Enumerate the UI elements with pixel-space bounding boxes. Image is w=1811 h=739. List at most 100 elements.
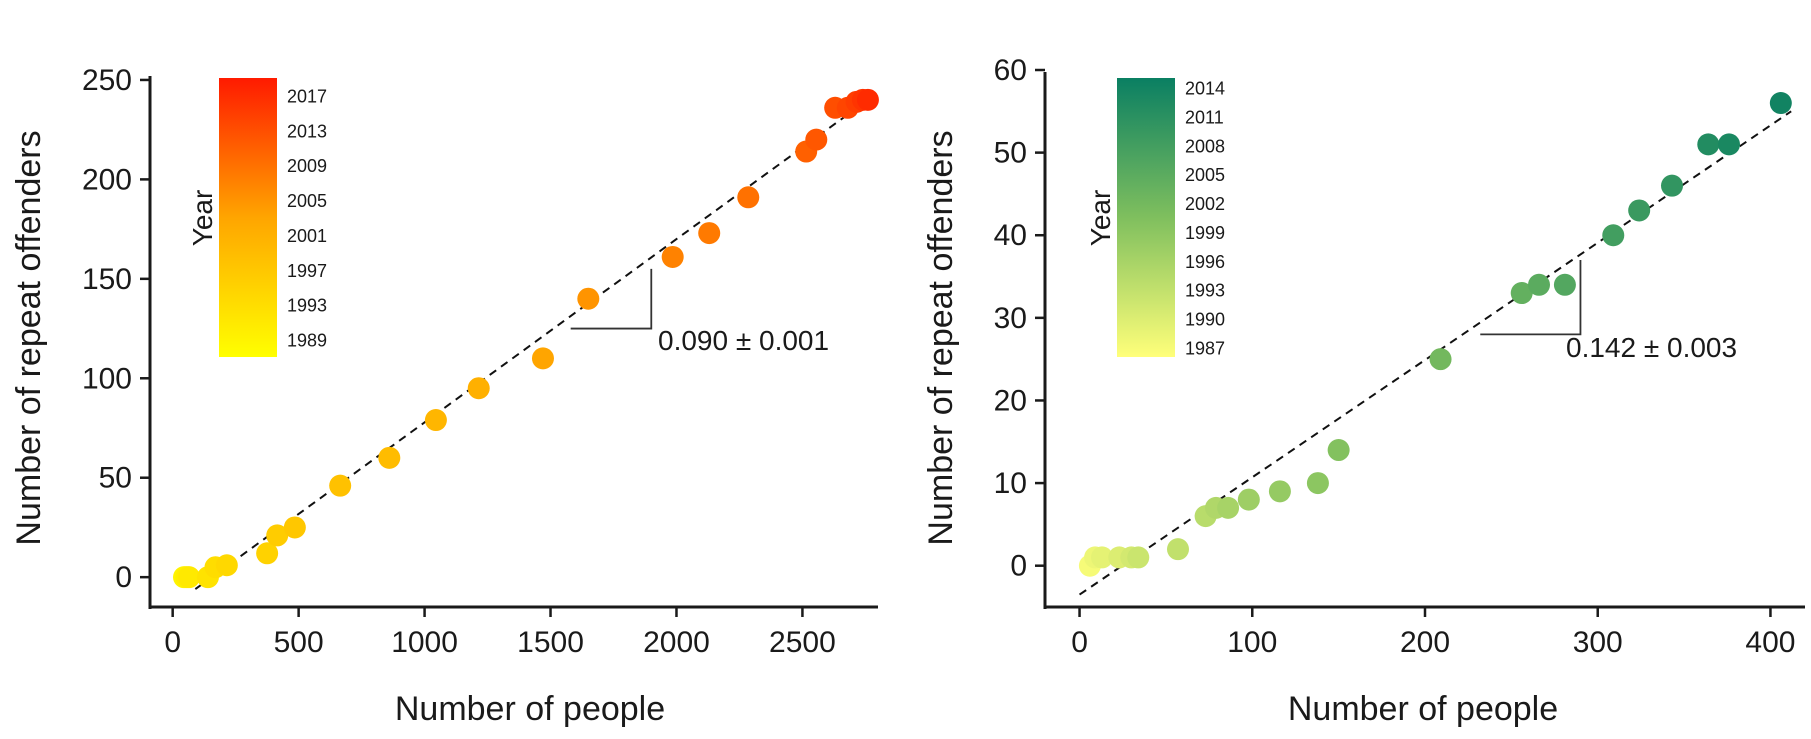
left-colorbar-tick-label: 2001 <box>287 226 327 246</box>
right-y-tick-label: 20 <box>994 384 1027 417</box>
left-x-ticks: 0 500 1000 1500 2000 2500 <box>164 607 836 659</box>
right-data-point <box>1306 472 1329 495</box>
left-data-point <box>178 566 201 589</box>
right-y-tick-label: 0 <box>1010 550 1027 583</box>
right-y-tick-label: 40 <box>994 219 1027 252</box>
left-data-point <box>283 516 306 539</box>
right-data-point <box>1127 546 1150 569</box>
left-data-point <box>378 446 401 469</box>
right-data-point <box>1237 488 1260 511</box>
left-data-point <box>256 542 279 565</box>
right-colorbar-tick-label: 1996 <box>1185 252 1225 272</box>
left-x-tick-label: 1500 <box>517 626 584 659</box>
right-data-point <box>1602 224 1625 247</box>
left-points <box>173 88 879 589</box>
left-panel: 2017 2013 2009 2005 2001 1997 1993 1989 Year 0 5… <box>10 64 879 728</box>
left-y-tick-label: 250 <box>82 64 132 97</box>
left-data-point <box>805 128 828 151</box>
left-data-point <box>661 245 684 268</box>
right-x-ticks: 0 100 200 300 400 <box>1071 607 1795 659</box>
right-y-ticks: 0 10 20 30 40 50 60 <box>994 54 1045 583</box>
right-colorbar-label: Year <box>1085 190 1116 247</box>
left-x-tick-label: 2000 <box>643 626 710 659</box>
left-colorbar-tick-label: 2005 <box>287 191 327 211</box>
right-colorbar-bar <box>1117 78 1175 357</box>
left-fit-line <box>194 99 869 590</box>
left-x-tick-label: 0 <box>164 626 181 659</box>
left-colorbar-ticks: 2017 2013 2009 2005 2001 1997 1993 1989 <box>287 86 327 350</box>
left-colorbar-tick-label: 1989 <box>287 331 327 351</box>
left-slope-marker <box>570 268 653 330</box>
left-x-tick-label: 1000 <box>391 626 458 659</box>
right-x-tick-label: 400 <box>1745 626 1795 659</box>
right-x-axis-title: Number of people <box>1288 690 1558 728</box>
right-y-tick-label: 30 <box>994 302 1027 335</box>
left-colorbar-label: Year <box>187 190 218 247</box>
left-data-point <box>737 186 760 209</box>
left-axes: 0 50 100 150 200 250 0 500 1000 1500 2000 2500 <box>82 64 878 659</box>
left-x-tick-label: 500 <box>274 626 324 659</box>
left-y-tick-label: 0 <box>115 561 132 594</box>
left-y-axis-title: Number of repeat offenders <box>10 130 48 545</box>
right-data-point <box>1217 496 1240 519</box>
right-points <box>1078 92 1792 577</box>
right-y-axis-title: Number of repeat offenders <box>922 130 960 545</box>
left-colorbar-bar <box>219 78 277 357</box>
left-colorbar-tick-label: 1993 <box>287 296 327 316</box>
right-colorbar-tick-label: 2014 <box>1185 79 1225 99</box>
right-colorbar-tick-label: 2011 <box>1185 107 1224 127</box>
right-data-point <box>1510 282 1533 305</box>
left-data-point <box>577 287 600 310</box>
right-colorbar-tick-label: 1999 <box>1185 223 1225 243</box>
left-data-point <box>424 409 447 432</box>
left-y-tick-label: 100 <box>82 362 132 395</box>
left-colorbar-tick-label: 2013 <box>287 121 327 141</box>
right-x-tick-label: 100 <box>1227 626 1277 659</box>
left-colorbar-tick-label: 2009 <box>287 156 327 176</box>
right-slope-annotation: 0.142 ± 0.003 <box>1566 332 1737 363</box>
right-data-point <box>1268 480 1291 503</box>
right-data-point <box>1697 133 1720 156</box>
right-data-point <box>1429 348 1452 371</box>
right-colorbar-ticks: 2014 2011 2008 2005 2002 1999 1996 1993 1990 1987 <box>1185 79 1225 359</box>
right-data-point <box>1718 133 1740 156</box>
left-y-ticks: 0 50 100 150 200 250 <box>82 64 150 594</box>
right-data-point <box>1528 273 1550 296</box>
left-slope-annotation: 0.090 ± 0.001 <box>658 325 829 356</box>
right-data-point <box>1769 92 1792 115</box>
right-x-tick-label: 0 <box>1071 626 1088 659</box>
right-axes: 0 10 20 30 40 50 60 0 100 200 300 400 <box>994 54 1805 659</box>
right-colorbar-tick-label: 2005 <box>1185 165 1225 185</box>
right-colorbar-tick-label: 2002 <box>1185 194 1225 214</box>
left-colorbar: 2017 2013 2009 2005 2001 1997 1993 1989 Year <box>187 78 327 357</box>
right-data-point <box>1628 199 1651 222</box>
right-data-point <box>1553 273 1576 296</box>
left-data-point <box>698 222 721 245</box>
right-x-tick-label: 200 <box>1400 626 1450 659</box>
right-y-tick-label: 50 <box>994 137 1027 170</box>
left-x-axis-title: Number of people <box>395 690 665 728</box>
left-x-tick-label: 2500 <box>769 626 836 659</box>
left-colorbar-tick-label: 2017 <box>287 86 327 106</box>
right-colorbar-tick-label: 1993 <box>1185 281 1225 301</box>
left-colorbar-tick-label: 1997 <box>287 261 327 281</box>
right-colorbar-tick-label: 1990 <box>1185 310 1225 330</box>
right-colorbar-tick-label: 2008 <box>1185 136 1225 156</box>
left-y-tick-label: 150 <box>82 263 132 296</box>
left-data-point <box>329 474 352 497</box>
right-data-point <box>1167 538 1189 561</box>
right-data-point <box>1661 174 1683 197</box>
left-y-tick-label: 50 <box>99 462 132 495</box>
right-colorbar-tick-label: 1987 <box>1185 338 1225 358</box>
right-y-tick-label: 60 <box>994 54 1027 87</box>
left-y-tick-label: 200 <box>82 163 132 196</box>
left-data-point <box>266 524 289 547</box>
right-colorbar: 2014 2011 2008 2005 2002 1999 1996 1993 1990 1987… <box>1085 78 1225 358</box>
right-data-point <box>1091 546 1113 569</box>
right-data-point <box>1327 439 1350 462</box>
right-y-tick-label: 10 <box>994 467 1027 500</box>
left-data-point <box>531 347 554 370</box>
right-slope-marker <box>1480 260 1582 336</box>
right-x-tick-label: 300 <box>1573 626 1623 659</box>
